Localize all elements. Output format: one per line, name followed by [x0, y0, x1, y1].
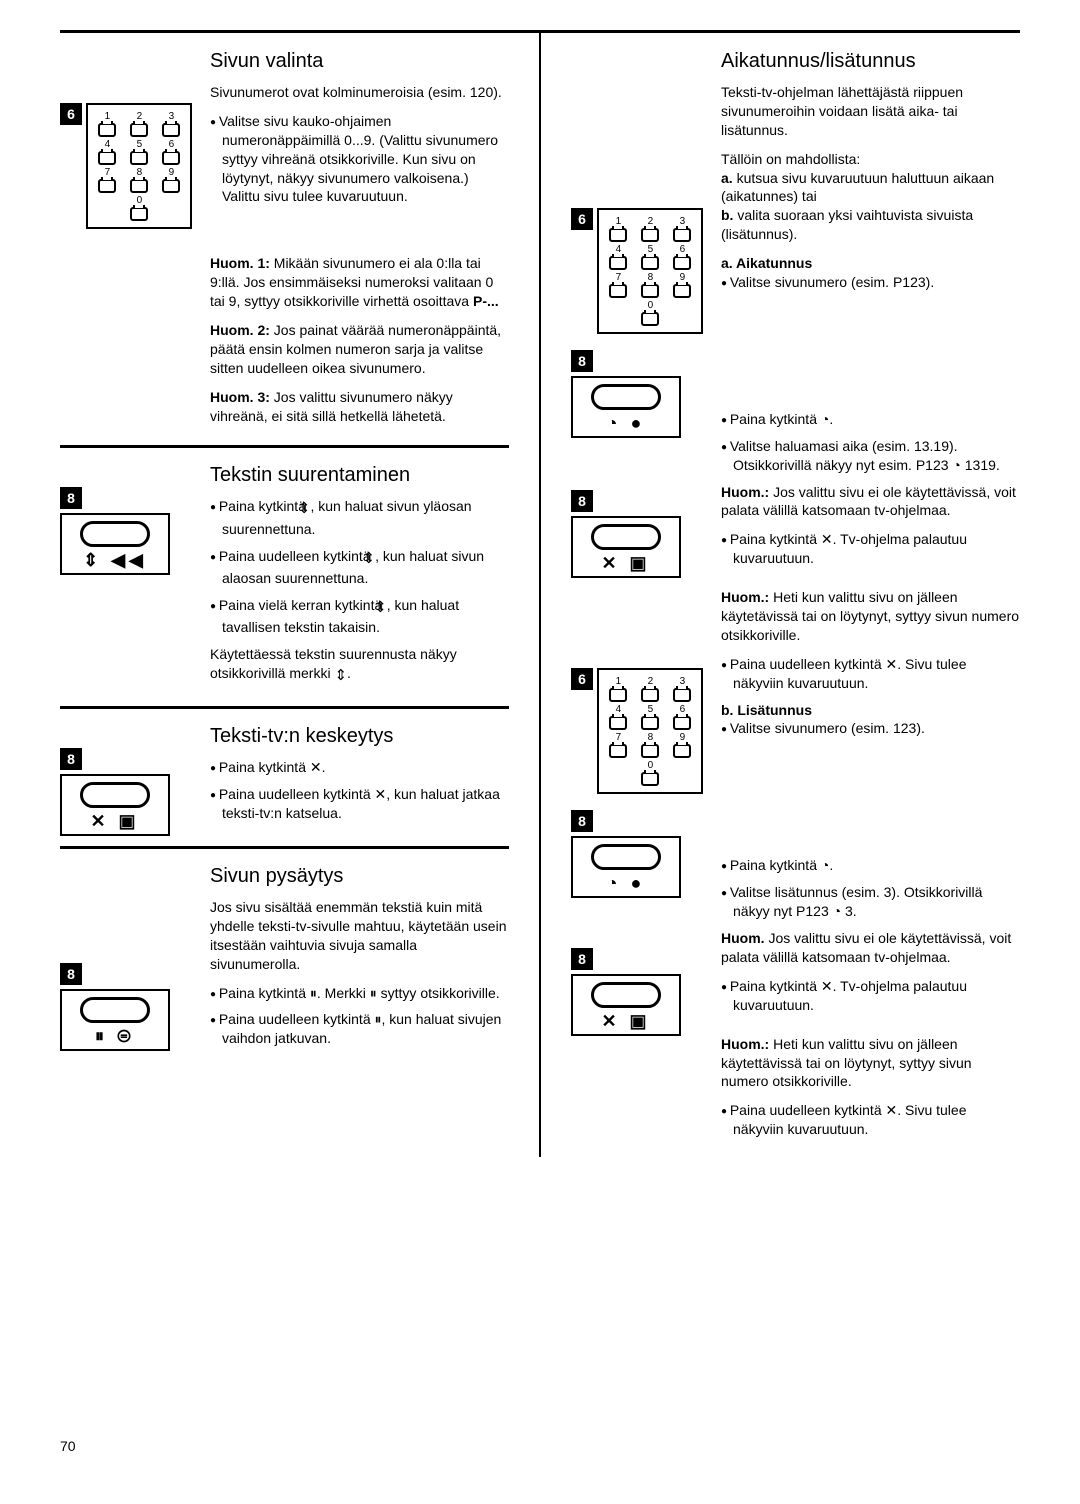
heading: Teksti-tv:n keskeytys: [210, 723, 509, 750]
heading: Sivun valinta: [210, 48, 509, 75]
subheading: b. Lisätunnus: [721, 701, 1020, 720]
left-column: 6 123 456 789 0 Sivun valinta: [60, 33, 509, 1157]
figure-badge-8: 8: [571, 810, 593, 832]
heading: Sivun pysäytys: [210, 863, 509, 890]
note: Huom. 1: Mikään sivunumero ei ala 0:lla …: [210, 254, 509, 311]
note: Huom. 3: Jos valittu sivunumero näkyy vi…: [210, 388, 509, 426]
bullet: Paina kytkintä ✕.: [210, 758, 509, 777]
figure-badge-8: 8: [60, 963, 82, 985]
right-column: 6 123 456 789 0 8: [571, 33, 1020, 1157]
bullet: Paina uudelleen kytkintä ✕. Sivu tulee n…: [721, 1101, 1020, 1139]
divider: [60, 445, 509, 448]
bullet: Paina kytkintä ⇕, kun haluat sivun yläos…: [210, 497, 509, 538]
figure-badge-6: 6: [571, 208, 593, 230]
section-sivun-pysaytys: 8 ⏸ ⊜ Sivun pysäytys Jos sivu sisältää e…: [60, 863, 509, 1056]
text: Tällöin on mahdollista:: [721, 150, 1020, 169]
heading: Tekstin suurentaminen: [210, 462, 509, 489]
figure-badge-8: 8: [571, 350, 593, 372]
text: Teksti-tv-ohjelman lähettäjästä riippuen…: [721, 83, 1020, 140]
keypad-figure: 123 456 789 0: [597, 208, 703, 334]
remote-figure: ◔ ●: [571, 376, 681, 438]
figure-badge-6: 6: [60, 103, 82, 125]
note: Huom.: Heti kun valittu sivu on jälleen …: [721, 1035, 1020, 1092]
bullet: Paina kytkintä ✕. Tv-ohjelma palautuu ku…: [721, 530, 1020, 568]
column-divider: [539, 33, 541, 1157]
bullet: Paina vielä kerran kytkintä ⇕, kun halua…: [210, 596, 509, 637]
text: a. kutsua sivu kuvaruutuun haluttuun aik…: [721, 169, 1020, 207]
section-aikatunnus: 6 123 456 789 0 8: [571, 48, 1020, 1147]
remote-figure: ✕ ▣: [60, 774, 170, 836]
figure-badge-8: 8: [571, 948, 593, 970]
bullet: Valitse haluamasi aika (esim. 13.19). Ot…: [721, 437, 1020, 475]
figure-badge-8: 8: [60, 487, 82, 509]
note: Huom.: Jos valittu sivu ei ole käytettäv…: [721, 483, 1020, 521]
note: Huom.: Heti kun valittu sivu on jälleen …: [721, 588, 1020, 645]
bullet: Paina kytkintä ◔.: [721, 856, 1020, 875]
remote-figure: ✕ ▣: [571, 516, 681, 578]
section-teksti-tv-keskeytys: 8 ✕ ▣ Teksti-tv:n keskeytys Paina kytkin…: [60, 723, 509, 836]
note: Huom. Jos valittu sivu ei ole käytettävi…: [721, 929, 1020, 967]
divider: [60, 706, 509, 709]
bullet: Paina kytkintä ✕. Tv-ohjelma palautuu ku…: [721, 977, 1020, 1015]
bullet: Paina uudelleen kytkintä ✕. Sivu tulee n…: [721, 655, 1020, 693]
keypad-figure: 123 456 789 0: [86, 103, 192, 229]
keypad-figure: 123 456 789 0: [597, 668, 703, 794]
remote-figure: ⇕ ◀◀: [60, 513, 170, 575]
figure-badge-6: 6: [571, 668, 593, 690]
figure-badge-8: 8: [571, 490, 593, 512]
bullet: Paina kytkintä ⏸. Merkki ⏸ syttyy otsikk…: [210, 984, 509, 1003]
section-sivun-valinta: 6 123 456 789 0 Sivun valinta: [60, 48, 509, 435]
heading: Aikatunnus/lisätunnus: [721, 48, 1020, 75]
note: Huom. 2: Jos painat väärää numeronäppäin…: [210, 321, 509, 378]
figure-badge-8: 8: [60, 748, 82, 770]
intro-text: Jos sivu sisältää enemmän tekstiä kuin m…: [210, 898, 509, 974]
bullet: Valitse lisätunnus (esim. 3). Otsikkoriv…: [721, 883, 1020, 921]
bullet: Paina uudelleen kytkintä ✕, kun haluat j…: [210, 785, 509, 823]
bullet: Paina uudelleen kytkintä ⏸, kun haluat s…: [210, 1010, 509, 1048]
section-tekstin-suurentaminen: 8 ⇕ ◀◀ Tekstin suurentaminen Paina kytki…: [60, 462, 509, 696]
remote-figure: ⏸ ⊜: [60, 989, 170, 1051]
bullet: Paina kytkintä ◔.: [721, 410, 1020, 429]
text: b. valita suoraan yksi vaihtuvista sivui…: [721, 206, 1020, 244]
bullet: Valitse sivunumero (esim. P123).: [721, 273, 1020, 292]
page-two-column: 6 123 456 789 0 Sivun valinta: [60, 30, 1020, 1157]
remote-figure: ◔ ●: [571, 836, 681, 898]
divider: [60, 846, 509, 849]
text: Käytettäessä tekstin suurennusta näkyy o…: [210, 645, 509, 686]
subheading: a. Aikatunnus: [721, 254, 1020, 273]
remote-figure: ✕ ▣: [571, 974, 681, 1036]
intro-text: Sivunumerot ovat kolminumeroisia (esim. …: [210, 83, 509, 102]
bullet: Valitse sivu kauko-ohjaimen numeronäppäi…: [210, 112, 509, 206]
bullet: Valitse sivunumero (esim. 123).: [721, 719, 1020, 738]
page-number: 70: [60, 1438, 76, 1454]
bullet: Paina uudelleen kytkintä ⇕, kun haluat s…: [210, 547, 509, 588]
